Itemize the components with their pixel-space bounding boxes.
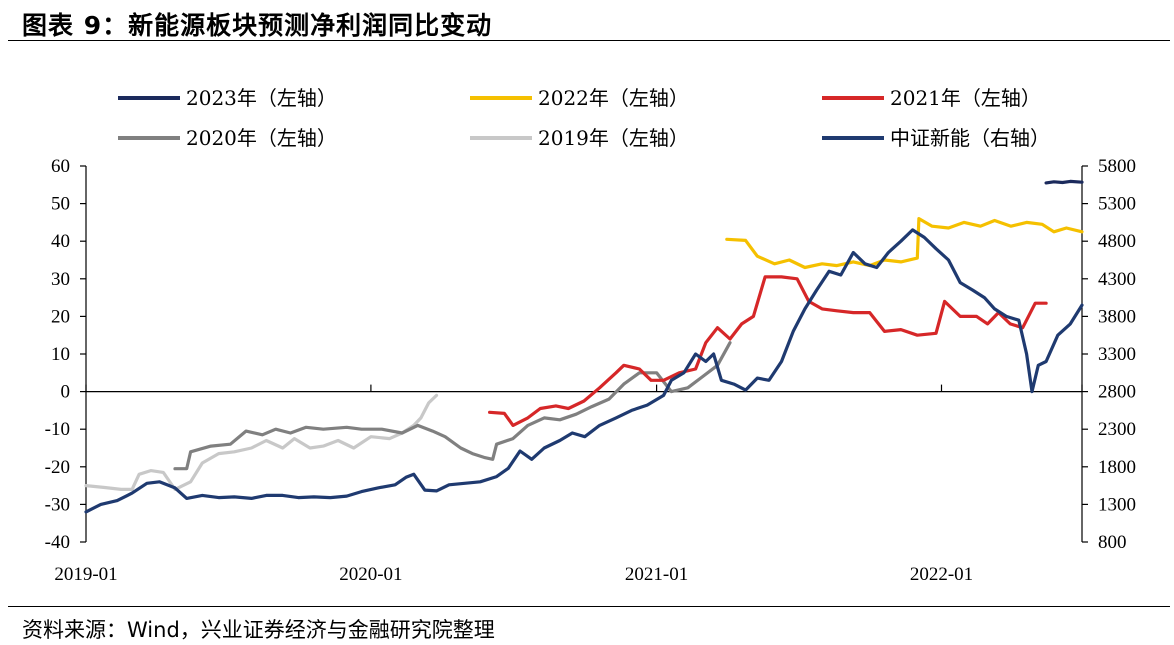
- left-tick-label: -20: [45, 457, 70, 478]
- left-tick-label: 20: [51, 306, 70, 327]
- left-tick-label: 40: [51, 231, 70, 252]
- right-tick-label: 2300: [1098, 419, 1136, 440]
- title-divider: [8, 40, 1170, 41]
- axes: 60 50 40 30 20 10 0 -10 -20 -30 -40 5800 5300 4800 430…: [45, 156, 1136, 585]
- series-line-0: [1044, 179, 1084, 185]
- x-tick-label: 2022-01: [910, 564, 973, 585]
- chart-title: 图表 9：新能源板块预测净利润同比变动: [22, 11, 493, 40]
- legend-label: 2023年（左轴）: [186, 86, 337, 110]
- left-tick-label: 0: [61, 382, 71, 403]
- right-tick-label: 1300: [1098, 494, 1136, 515]
- left-tick-label: -30: [45, 494, 70, 515]
- left-tick-label: -10: [45, 419, 70, 440]
- left-tick-label: 30: [51, 269, 70, 290]
- right-tick-label: 800: [1098, 532, 1127, 553]
- right-tick-label: 5800: [1098, 156, 1136, 177]
- right-tick-label: 5300: [1098, 194, 1136, 215]
- series-line-1: [725, 217, 1084, 270]
- series-line-5: [84, 228, 1084, 514]
- left-tick-label: 50: [51, 194, 70, 215]
- legend-label: 2020年（左轴）: [186, 126, 337, 150]
- source-divider: [8, 606, 1170, 607]
- x-tick-label: 2020-01: [339, 564, 402, 585]
- series-line-3: [173, 341, 732, 471]
- right-tick-label: 4800: [1098, 231, 1136, 252]
- left-tick-label: -40: [45, 532, 70, 553]
- legend: 2023年（左轴） 2022年（左轴） 2021年（左轴） 2020年（左轴） 2019…: [118, 86, 1050, 150]
- right-tick-label: 2800: [1098, 382, 1136, 403]
- left-tick-label: 60: [51, 156, 70, 177]
- left-tick-label: 10: [51, 344, 70, 365]
- x-tick-label: 2019-01: [54, 564, 117, 585]
- source-note: 资料来源：Wind，兴业证券经济与金融研究院整理: [22, 618, 495, 642]
- legend-label: 中证新能（右轴）: [890, 126, 1050, 150]
- x-tick-label: 2021-01: [625, 564, 688, 585]
- legend-label: 2021年（左轴）: [890, 86, 1041, 110]
- right-tick-label: 3300: [1098, 344, 1136, 365]
- right-tick-label: 1800: [1098, 457, 1136, 478]
- right-tick-label: 4300: [1098, 269, 1136, 290]
- right-tick-label: 3800: [1098, 306, 1136, 327]
- series-line-2: [488, 275, 1048, 427]
- series-line-4: [84, 393, 439, 491]
- series-lines: [84, 179, 1084, 514]
- legend-label: 2019年（左轴）: [538, 126, 689, 150]
- legend-label: 2022年（左轴）: [538, 86, 689, 110]
